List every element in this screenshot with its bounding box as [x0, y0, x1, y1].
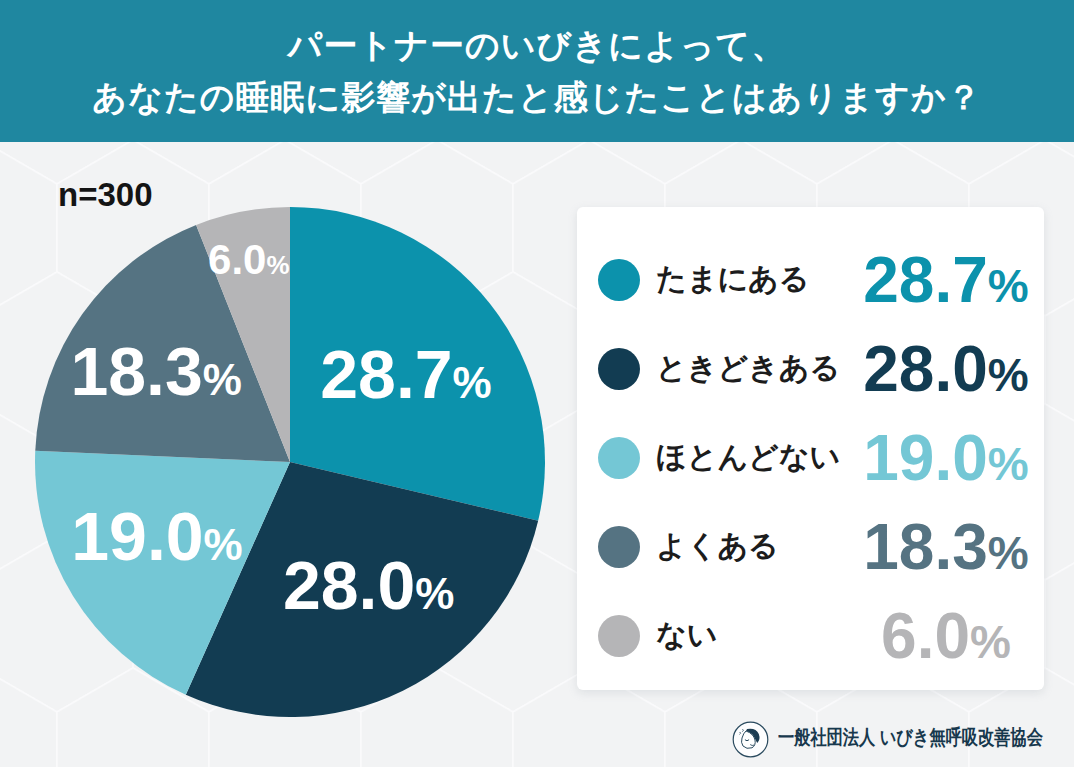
footer: 一般社団法人 いびき無呼吸改善協会	[0, 710, 1074, 767]
legend-color-dot	[598, 259, 640, 301]
percent-sign: %	[970, 616, 1011, 668]
percent-sign: %	[988, 438, 1029, 490]
legend-value: 28.0%	[848, 337, 1044, 401]
legend-value: 18.3%	[848, 515, 1044, 579]
legend-value: 28.7%	[848, 248, 1044, 312]
organization-logo	[732, 721, 769, 758]
percent-sign: %	[988, 349, 1029, 401]
legend-label: ほとんどない	[656, 437, 840, 478]
legend-label: ない	[656, 615, 717, 656]
header-banner: パートナーのいびきによって、 あなたの睡眠に影響が出たと感じたことはありますか？	[0, 0, 1074, 142]
legend-item: ほとんどない19.0%	[598, 413, 1044, 502]
organization-name: 一般社団法人 いびき無呼吸改善協会	[778, 719, 1043, 755]
legend-color-dot	[598, 615, 640, 657]
legend-item: よくある 18.3%	[598, 502, 1044, 591]
legend-color-dot	[598, 348, 640, 390]
legend-label: よくある	[656, 526, 779, 567]
legend-item: たまにある 28.7%	[598, 235, 1044, 324]
legend: たまにある28.7%ときどきある28.0%ほとんどない19.0%よくある18.3…	[577, 207, 1044, 690]
header-title-line2: あなたの睡眠に影響が出たと感じたことはありますか？	[92, 80, 981, 114]
legend-value: 19.0%	[848, 426, 1044, 490]
percent-sign: %	[988, 527, 1029, 579]
legend-item: ときどきある28.0%	[598, 324, 1044, 413]
legend-item: ない 6.0%	[598, 591, 1044, 680]
header-title-line1: パートナーのいびきによって、	[288, 28, 787, 62]
sample-size-label: n=300	[58, 176, 153, 214]
legend-color-dot	[598, 437, 640, 479]
legend-value: 6.0%	[848, 604, 1044, 668]
pie-chart: 28.7%28.0%19.0%18.3%6.0%	[0, 172, 580, 752]
legend-color-dot	[598, 526, 640, 568]
legend-label: ときどきある	[656, 348, 840, 389]
percent-sign: %	[988, 260, 1029, 312]
legend-label: たまにある	[656, 259, 810, 300]
